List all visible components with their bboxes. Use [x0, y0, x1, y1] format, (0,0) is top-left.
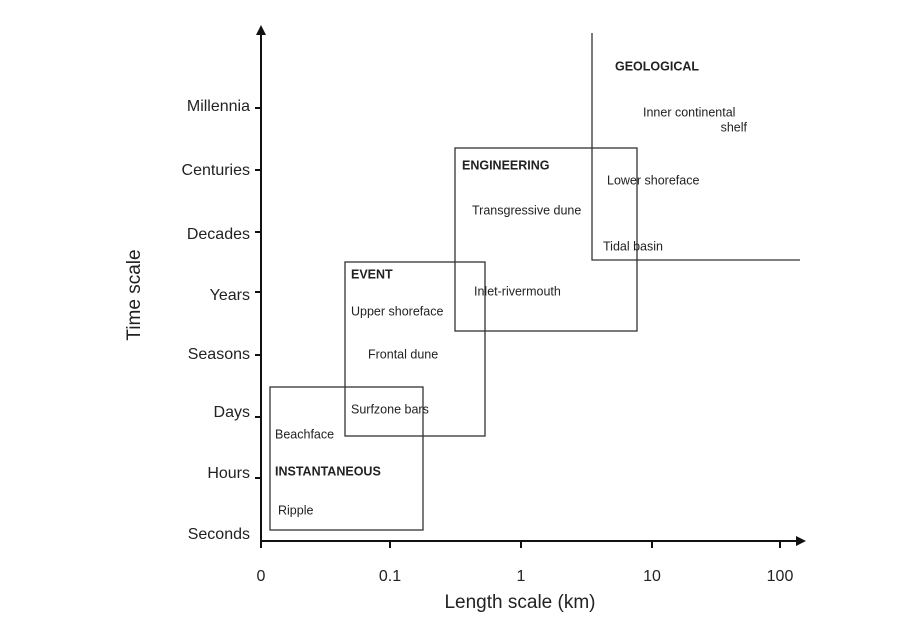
x-axis-title: Length scale (km) — [444, 592, 595, 613]
y-tick-label: Seconds — [188, 526, 250, 543]
region-label: Surfzone bars — [351, 402, 429, 416]
x-tick-label: 1 — [517, 568, 526, 585]
instantaneous-box — [269, 386, 424, 531]
region-label: Beachface — [275, 427, 334, 441]
region-label: Lower shoreface — [607, 173, 699, 187]
region-label: Transgressive dune — [472, 203, 581, 217]
x-tick-label: 10 — [643, 568, 661, 585]
y-tick-label: Days — [214, 404, 250, 421]
region-title: ENGINEERING — [462, 158, 550, 172]
region-label: Frontal dune — [368, 347, 438, 361]
y-tick-label: Centuries — [182, 162, 250, 179]
x-tick-label: 0 — [257, 568, 266, 585]
y-tick-label: Millennia — [187, 98, 250, 115]
y-tick-label: Seasons — [188, 346, 250, 363]
region-title: EVENT — [351, 267, 393, 281]
y-axis-title: Time scale — [124, 249, 145, 340]
geological-boundary — [591, 33, 800, 261]
y-tick-label: Years — [210, 287, 250, 304]
region-label: Tidal basin — [603, 239, 663, 253]
region-label: Inlet-rivermouth — [474, 284, 561, 298]
region-label: Inner continental — [643, 105, 735, 119]
x-ticks: 0 0.1 1 10 100 — [257, 541, 794, 585]
x-tick-label: 100 — [767, 568, 794, 585]
event-box — [344, 261, 486, 437]
region-title: GEOLOGICAL — [615, 59, 699, 73]
region-label: Ripple — [278, 503, 313, 517]
x-tick-label: 0.1 — [379, 568, 401, 585]
engineering-box — [454, 147, 638, 332]
y-tick-label: Decades — [187, 226, 250, 243]
y-tick-label: Hours — [207, 465, 250, 482]
region-title: INSTANTANEOUS — [275, 464, 381, 478]
region-label: Upper shoreface — [351, 304, 443, 318]
y-ticks: Millennia Centuries Decades Years Seasons Day… — [182, 98, 261, 543]
region-label: shelf — [721, 120, 748, 134]
